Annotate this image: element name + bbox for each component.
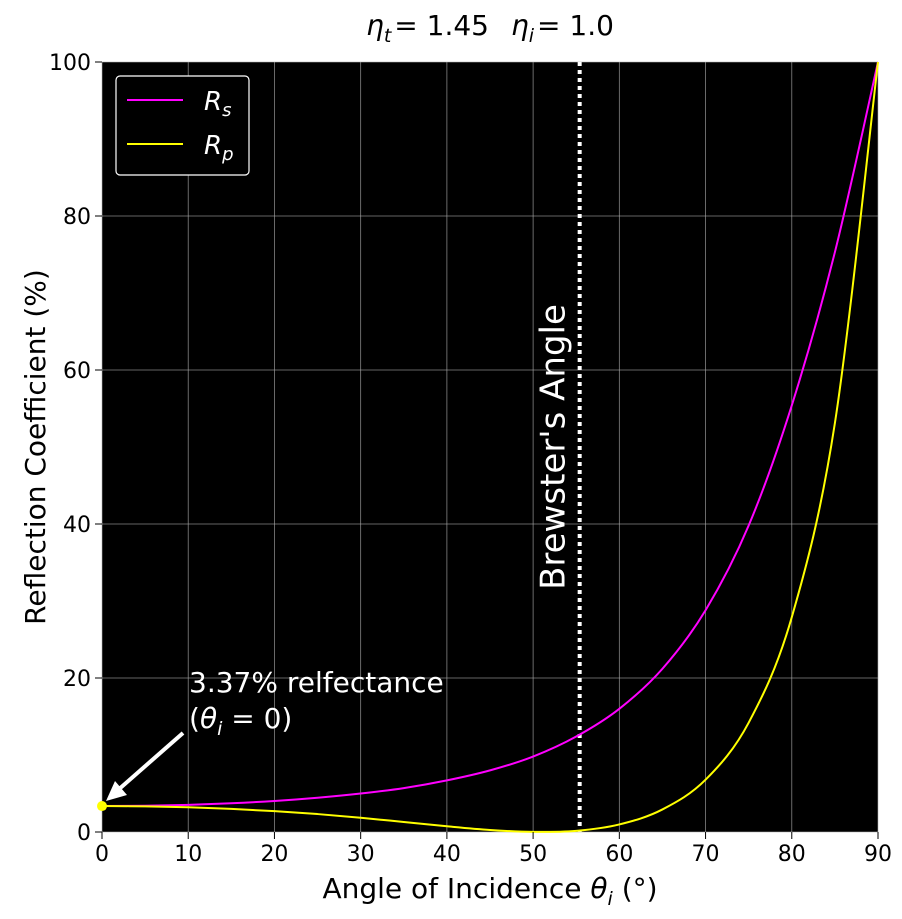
annotation-open-paren: (: [189, 702, 200, 735]
legend-rp-symbol: R: [204, 131, 222, 161]
y-tick-label: 80: [63, 205, 91, 230]
brewster-angle-label: Brewster's Angle: [534, 304, 574, 590]
x-tick-label: 80: [778, 842, 806, 867]
xlabel-suffix: (°): [613, 872, 658, 905]
y-tick-label: 60: [63, 359, 91, 384]
annotation-layer: 3.37% relfectance(θi = 0): [97, 666, 444, 812]
x-tick-label: 20: [260, 842, 288, 867]
annotation-arrow-head: [106, 781, 127, 801]
annotation-line-1: 3.37% relfectance: [189, 666, 444, 699]
x-tick-label: 10: [174, 842, 202, 867]
title-eta-t-symbol: η: [366, 9, 384, 42]
x-tick-label: 70: [692, 842, 720, 867]
title-eta-i-symbol: η: [511, 9, 529, 42]
annotation-rest: = 0): [222, 702, 292, 735]
title-eta-t-sub: t: [384, 25, 393, 47]
x-axis-label: Angle of Incidence θi (°): [322, 872, 657, 910]
title-eta-t-value: = 1.45: [394, 9, 489, 42]
annotation-arrow-shaft: [116, 731, 185, 792]
legend: Rs Rp: [115, 75, 250, 176]
x-tick-label: 40: [433, 842, 461, 867]
y-tick-label: 40: [63, 513, 91, 538]
xlabel-prefix: Angle of Incidence: [322, 872, 590, 905]
y-tick-label: 100: [49, 51, 91, 76]
series-layer: [101, 61, 879, 833]
xlabel-theta: θ: [590, 872, 607, 905]
title-eta-i-value: = 1.0: [537, 9, 614, 42]
plot-area: [102, 62, 878, 832]
chart-title: ηt = 1.45 ηi = 1.0: [366, 9, 614, 47]
axis-ticks: 0 10 20 30 40 50 60 70 80 90 0 20 40 60 80 100: [49, 51, 892, 867]
annotation-theta: θ: [200, 702, 217, 735]
annotation-line-2: (θi = 0): [189, 702, 292, 740]
x-tick-label: 60: [605, 842, 633, 867]
brewster-layer: Brewster's Angle: [534, 62, 582, 832]
y-tick-label: 20: [63, 667, 91, 692]
x-tick-label: 50: [519, 842, 547, 867]
xlabel-theta-sub: i: [608, 888, 614, 910]
series-line-rp: [101, 61, 879, 833]
y-tick-label: 0: [77, 821, 91, 846]
x-tick-label: 0: [95, 842, 109, 867]
title-eta-i-sub: i: [529, 25, 535, 47]
series-line-rs: [101, 61, 879, 808]
x-tick-label: 90: [864, 842, 892, 867]
x-tick-label: 30: [347, 842, 375, 867]
legend-rs-sub: s: [222, 100, 231, 121]
y-axis-label: Reflection Coefficient (%): [19, 269, 52, 625]
legend-label-rs: Rs: [204, 87, 231, 121]
normal-incidence-point: [97, 801, 107, 812]
legend-rp-sub: p: [221, 144, 233, 165]
legend-label-rp: Rp: [204, 131, 234, 165]
legend-rs-symbol: R: [204, 87, 222, 117]
annotation-theta-sub: i: [217, 718, 223, 740]
